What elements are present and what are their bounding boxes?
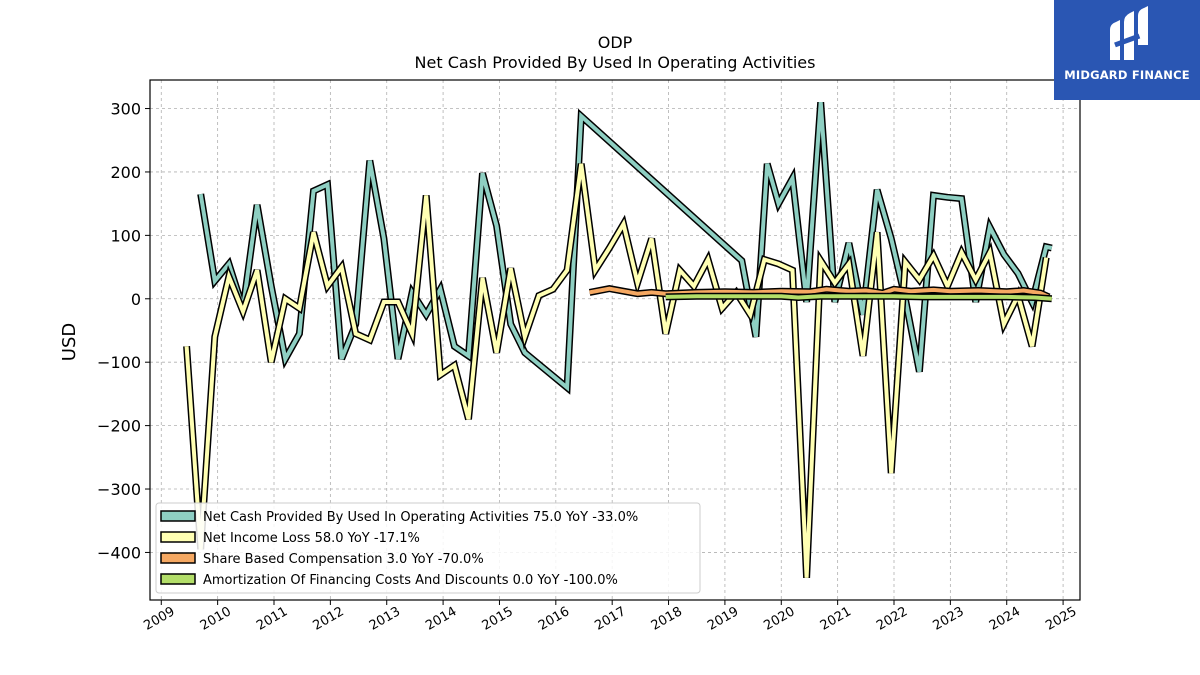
x-tick-label: 2018 [649,604,685,634]
x-tick-label: 2023 [931,604,967,634]
chart-title: ODP [598,33,633,52]
legend-label: Amortization Of Financing Costs And Disc… [203,573,618,588]
x-tick-label: 2021 [818,604,854,634]
logo-text: MIDGARD FINANCE [1064,68,1190,82]
y-axis: 300 200 100 0 −100 −200 −300 −400 [97,100,150,562]
series-layer [183,101,1053,578]
y-tick-label: −100 [97,353,141,372]
x-tick-label: 2016 [536,604,572,634]
legend-swatch [160,531,196,543]
legend-label: Net Income Loss 58.0 YoY -17.1% [203,531,420,546]
series-line-0 [197,101,1053,395]
series-line-2 [588,285,1051,301]
x-tick-label: 2012 [311,604,347,634]
y-tick-label: −400 [97,543,141,562]
x-tick-label: 2014 [423,604,459,634]
y-tick-label: −200 [97,417,141,436]
series-stroke [665,294,1052,301]
legend-box [155,502,701,594]
y-tick-label: 200 [110,163,141,182]
legend-swatch [160,510,196,522]
series-stroke [198,102,1053,392]
legend-swatch [160,573,196,585]
y-tick-label: 0 [131,290,141,309]
x-tick-label: 2017 [592,604,628,634]
y-tick-label: 100 [110,226,141,245]
x-tick-label: 2015 [480,604,516,634]
y-tick-label: −300 [97,480,141,499]
y-tick-label: 300 [110,100,141,119]
logo-mark-icon [1110,6,1148,60]
x-tick-label: 2019 [705,604,741,634]
legend: Net Cash Provided By Used In Operating A… [155,502,701,594]
x-tick-label: 2022 [874,604,910,634]
legend-label: Share Based Compensation 3.0 YoY -70.0% [203,552,484,567]
x-tick-label: 2024 [987,604,1023,634]
x-tick-label: 2025 [1043,604,1079,634]
x-axis: 2009 2010 2011 2012 2013 2014 2015 2016 2017 2018… [141,600,1079,634]
x-tick-label: 2013 [367,604,403,634]
plot-frame [149,79,1081,601]
x-tick-label: 2020 [761,604,797,634]
y-axis-label: USD [59,323,80,361]
chart-subtitle: Net Cash Provided By Used In Operating A… [415,53,816,72]
x-tick-label: 2010 [198,604,234,634]
x-tick-label: 2009 [141,604,177,634]
legend-label: Net Cash Provided By Used In Operating A… [203,510,638,525]
brand-logo: MIDGARD FINANCE [1054,0,1200,100]
series-stroke [589,286,1050,299]
legend-swatch [160,552,196,564]
x-tick-label: 2011 [254,604,290,634]
series-line-3 [665,292,1053,303]
